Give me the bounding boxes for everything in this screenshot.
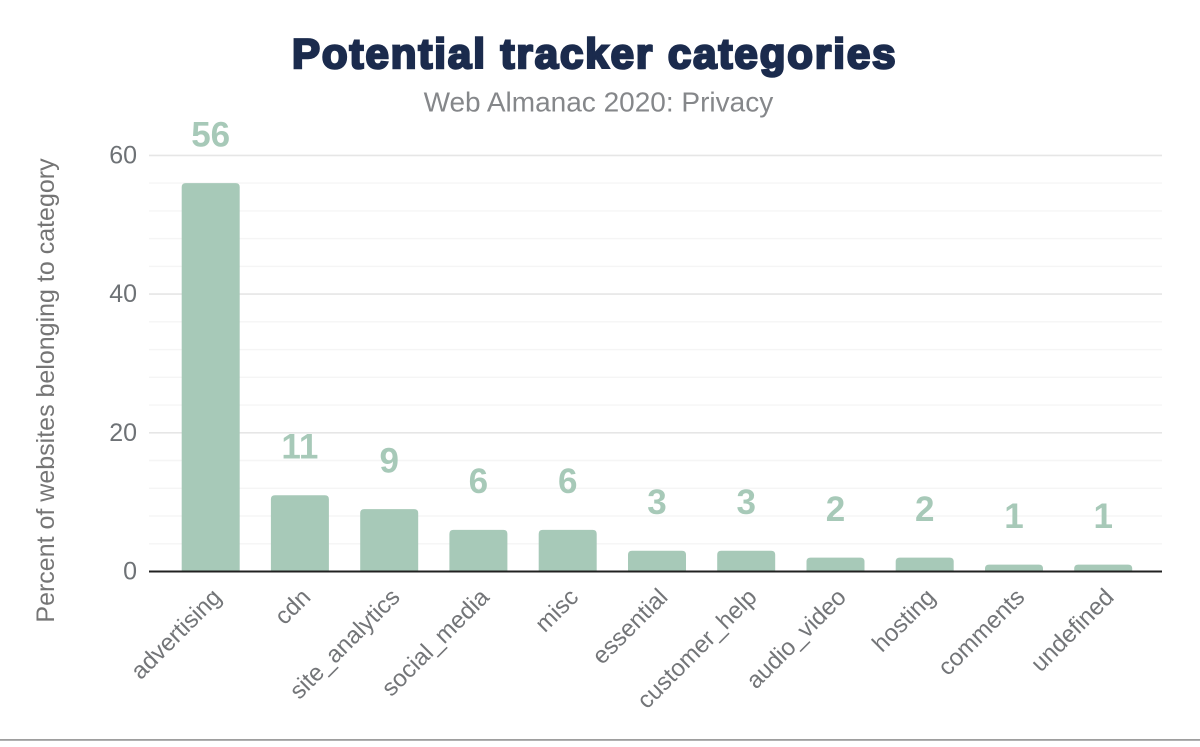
svg-text:Web Almanac 2020: Privacy: Web Almanac 2020: Privacy [424, 86, 774, 117]
svg-text:3: 3 [647, 483, 666, 522]
svg-text:Potential tracker categories: Potential tracker categories [292, 30, 898, 77]
svg-text:1: 1 [1093, 497, 1112, 536]
svg-text:2: 2 [915, 490, 934, 529]
svg-text:2: 2 [826, 490, 845, 529]
svg-text:0: 0 [123, 558, 137, 586]
svg-text:3: 3 [736, 483, 755, 522]
svg-text:1: 1 [1004, 497, 1023, 536]
svg-text:60: 60 [109, 141, 137, 169]
svg-text:56: 56 [191, 115, 230, 154]
svg-text:9: 9 [379, 441, 398, 480]
svg-text:6: 6 [558, 462, 577, 501]
svg-text:20: 20 [109, 419, 137, 447]
svg-text:40: 40 [109, 280, 137, 308]
svg-text:Percent of websites belonging: Percent of websites belonging to categor… [32, 158, 60, 623]
svg-text:11: 11 [281, 427, 318, 466]
svg-text:6: 6 [469, 462, 488, 501]
